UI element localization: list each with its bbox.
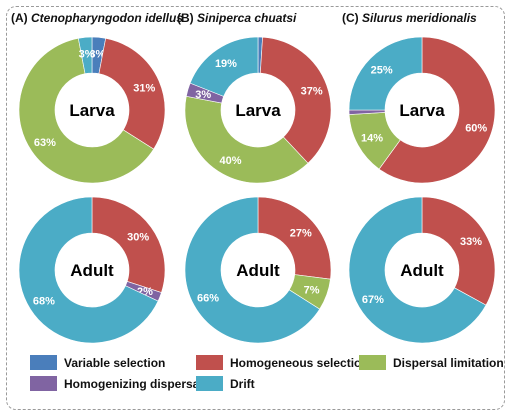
slice-label-homogeneous-selection: 31% — [133, 82, 155, 94]
panel-label: (B) — [177, 11, 197, 25]
slice-drift — [348, 196, 487, 344]
slice-drift — [189, 36, 259, 97]
panel-label: (C) — [342, 11, 362, 25]
legend-label-homogeneous-selection: Homogeneous selection — [230, 356, 369, 370]
legend-item-variable-selection: Variable selection — [30, 355, 165, 370]
slice-drift — [77, 36, 93, 75]
donut-center-label: Adult — [400, 261, 444, 280]
panel-species: Siniperca chuatsi — [197, 11, 297, 25]
slice-homogeneous-selection — [91, 196, 166, 293]
slice-homogeneous-selection — [378, 36, 496, 184]
legend: Variable selection Homogeneous selection D… — [30, 355, 504, 391]
panel-label: (A) — [11, 11, 31, 25]
panel-title-silurus-meridionalis: (C) Silurus meridionalis — [342, 11, 477, 25]
figure-frame — [6, 6, 505, 410]
legend-item-dispersal-limitation: Dispersal limitation — [359, 355, 504, 370]
slice-label-homogeneous-selection: 37% — [301, 86, 323, 98]
donut-ctenopharyngodon-idellus-larva: 3% 31% 63% 3% Larva — [18, 36, 166, 184]
panel-species: Ctenopharyngodon idellus — [31, 11, 183, 25]
panel-title-siniperca-chuatsi: (B) Siniperca chuatsi — [177, 11, 297, 25]
legend-item-homogeneous-selection: Homogeneous selection — [196, 355, 369, 370]
legend-swatch-homogenizing-dispersal — [30, 376, 57, 391]
legend-swatch-drift — [196, 376, 223, 391]
legend-item-homogenizing-dispersal: Homogenizing dispersal — [30, 376, 203, 391]
slice-label-homogeneous-selection: 27% — [290, 227, 312, 239]
donut-ctenopharyngodon-idellus-adult: 30%2%68%Adult — [18, 196, 166, 344]
legend-swatch-dispersal-limitation — [359, 355, 386, 370]
legend-swatch-homogeneous-selection — [196, 355, 223, 370]
slice-label-homogeneous-selection: 33% — [460, 236, 482, 248]
donut-center-label: Adult — [236, 261, 280, 280]
donut-siniperca-chuatsi-adult: 27% 7% 66% Adult — [184, 196, 332, 344]
slice-label-dispersal-limitation: 14% — [361, 132, 383, 144]
donut-center-label: Larva — [69, 101, 115, 120]
legend-swatch-variable-selection — [30, 355, 57, 370]
slice-label-drift: 3% — [79, 48, 95, 60]
legend-label-drift: Drift — [230, 377, 255, 391]
slice-drift — [18, 196, 159, 344]
slice-label-homogeneous-selection: 60% — [465, 123, 487, 135]
slice-label-drift: 66% — [197, 292, 219, 304]
slice-drift — [348, 36, 423, 111]
slice-homogeneous-selection — [260, 36, 332, 164]
slice-label-drift: 67% — [362, 294, 384, 306]
slice-label-variable-selection: 3% — [89, 48, 105, 60]
slice-label-drift: 25% — [371, 65, 393, 77]
slice-homogeneous-selection — [421, 196, 496, 306]
donut-center-label: Larva — [235, 101, 281, 120]
donut-silurus-meridionalis-adult: 33% 67% Adult — [348, 196, 496, 344]
legend-item-drift: Drift — [196, 376, 255, 391]
slice-label-dispersal-limitation: 40% — [220, 155, 242, 167]
legend-label-dispersal-limitation: Dispersal limitation — [393, 356, 504, 370]
slice-homogeneous-selection — [98, 37, 166, 150]
slice-drift — [184, 196, 321, 344]
slice-label-dispersal-limitation: 7% — [304, 284, 320, 296]
slice-dispersal-limitation — [184, 95, 309, 184]
slice-label-dispersal-limitation: 63% — [34, 137, 56, 149]
slice-label-drift: 68% — [33, 296, 55, 308]
legend-label-homogenizing-dispersal: Homogenizing dispersal — [64, 377, 203, 391]
donut-silurus-meridionalis-larva: 60% 14% 25% Larva — [348, 36, 496, 184]
slice-label-drift: 19% — [215, 58, 237, 70]
donut-center-label: Larva — [399, 101, 445, 120]
slice-label-homogeneous-selection: 30% — [127, 231, 149, 243]
donut-center-label: Adult — [70, 261, 114, 280]
panel-title-ctenopharyngodon-idellus: (A) Ctenopharyngodon idellus — [11, 11, 183, 25]
slice-dispersal-limitation — [18, 37, 155, 184]
donut-siniperca-chuatsi-larva: 37% 40% 3% 19% Larva — [184, 36, 332, 184]
legend-label-variable-selection: Variable selection — [64, 356, 165, 370]
slice-homogeneous-selection — [257, 196, 332, 280]
panel-species: Silurus meridionalis — [362, 11, 477, 25]
slice-label-homogenizing-dispersal: 3% — [195, 89, 211, 101]
